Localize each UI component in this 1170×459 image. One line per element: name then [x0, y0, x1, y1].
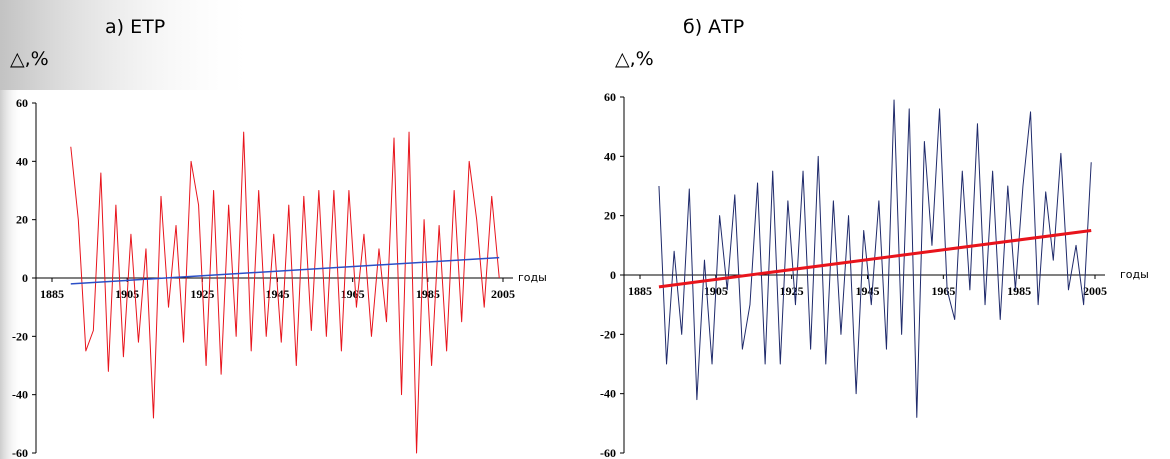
y-axis-label: △,% [10, 48, 49, 70]
trend-line [658, 229, 1092, 289]
background-fade [0, 90, 22, 459]
x-tick-label: 1965 [341, 287, 365, 301]
x-tick-label: 1985 [1007, 284, 1031, 298]
y-tick-label: -60 [600, 446, 616, 459]
x-axis-label: годы [1120, 268, 1149, 281]
x-tick-label: 2005 [491, 287, 515, 301]
y-tick-label: 20 [16, 213, 28, 227]
y-tick-label: -20 [12, 329, 28, 343]
y-tick-label: 60 [16, 96, 28, 110]
y-axis-label: △,% [615, 48, 654, 70]
y-tick-label: -40 [12, 388, 28, 402]
data-line [70, 131, 500, 454]
trend-line [70, 256, 500, 285]
y-tick-label: -20 [600, 327, 616, 341]
chart-title: б) АТР [683, 16, 744, 38]
chart-title: а) ЕТР [105, 16, 165, 38]
y-tick-label: 60 [604, 90, 616, 104]
y-tick-label: 40 [604, 149, 616, 163]
y-tick-label: 0 [610, 268, 616, 282]
y-tick-label: 20 [604, 209, 616, 223]
x-axis-label: годы [518, 271, 547, 284]
y-tick-label: -60 [12, 446, 28, 459]
y-tick-label: -40 [600, 387, 616, 401]
x-tick-label: 2005 [1083, 284, 1107, 298]
y-tick-label: 0 [22, 271, 28, 285]
x-tick-label: 1925 [780, 284, 804, 298]
x-tick-label: 1885 [40, 287, 64, 301]
y-tick-label: 40 [16, 154, 28, 168]
x-tick-label: 1945 [856, 284, 880, 298]
x-tick-label: 1965 [931, 284, 955, 298]
x-tick-label: 1885 [628, 284, 652, 298]
data-line [658, 99, 1092, 418]
background-fade [0, 0, 260, 90]
